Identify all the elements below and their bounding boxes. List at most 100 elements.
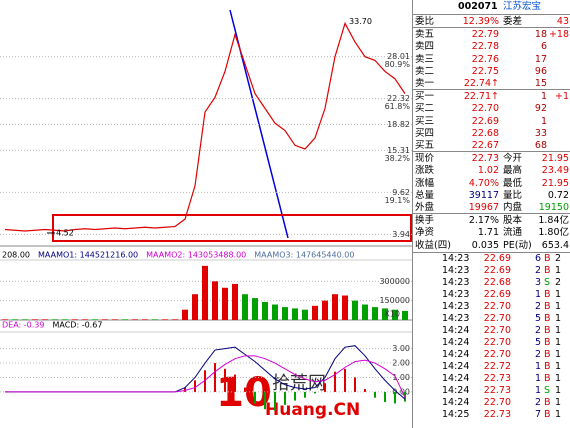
volume-bar xyxy=(2,319,8,320)
trade-cell: 2 xyxy=(534,396,541,408)
trade-cell: 5 xyxy=(534,312,541,324)
volume-bar xyxy=(32,319,38,320)
macd-bar xyxy=(314,391,316,394)
trade-cell: S xyxy=(544,384,551,396)
volume-bar xyxy=(362,304,368,320)
quote-cell: 流通 xyxy=(503,227,523,239)
quote-cell: 22.76 xyxy=(471,53,499,65)
quote-cell: 0.035 xyxy=(471,239,499,251)
trade-cell: 7 xyxy=(534,408,541,420)
trade-cell: 14:23 xyxy=(442,276,470,288)
y-tick-label: 150000 xyxy=(379,296,410,305)
trade-cell: 14:24 xyxy=(442,360,470,372)
quote-cell: 96 xyxy=(534,65,547,77)
macd-bar xyxy=(344,368,346,392)
volume-bar xyxy=(372,307,378,320)
quote-cell: 内盘 xyxy=(503,202,523,213)
quote-cell: 卖四 xyxy=(415,41,435,53)
separator xyxy=(413,251,570,253)
volume-bar xyxy=(382,308,388,320)
trade-cell: 1 xyxy=(554,288,561,300)
quote-cell: 1.71 xyxy=(477,227,499,239)
quote-cell: 股本 xyxy=(503,215,523,227)
quote-cell: 现价 xyxy=(415,153,435,165)
price-line xyxy=(4,21,406,232)
macd-bar xyxy=(324,383,326,392)
quote-cell: 22.67 xyxy=(471,140,499,151)
trade-cell: 1 xyxy=(534,372,541,384)
quote-cell: 卖五 xyxy=(415,29,435,41)
macd-bar xyxy=(214,363,216,392)
quote-cell: 22.71↑ xyxy=(463,91,499,103)
quote-cell: 1.80亿 xyxy=(538,227,569,239)
quote-cell: +1 xyxy=(554,91,569,103)
trade-cell: 1 xyxy=(554,324,561,336)
trade-cell: 1 xyxy=(554,336,561,348)
watermark-cn: 拾荒网 xyxy=(272,373,326,394)
trade-cell: 22.70 xyxy=(483,336,511,348)
trade-cell: B xyxy=(544,360,551,372)
y-tick-label: 3.00 xyxy=(392,344,410,353)
macd-bar xyxy=(294,391,296,401)
quote-cell: 68 xyxy=(534,140,547,151)
trade-cell: B xyxy=(544,348,551,360)
trade-cell: 22.68 xyxy=(483,276,511,288)
trade-cell: B xyxy=(544,408,551,420)
quote-cell: 92 xyxy=(534,103,547,115)
trade-cell: 22.70 xyxy=(483,396,511,408)
separator xyxy=(413,151,570,153)
quote-cell: 653.4 xyxy=(541,239,569,251)
quote-cell: 6 xyxy=(540,41,547,53)
macd-bar xyxy=(384,391,386,403)
volume-bar xyxy=(172,319,178,320)
volume-bar xyxy=(392,309,398,320)
trade-cell: 14:24 xyxy=(442,336,470,348)
indicator-header: MAAMO2: 143053488.00 xyxy=(146,251,246,260)
quote-cell: 外盘 xyxy=(415,202,435,213)
quote-cell: 21.95 xyxy=(541,153,569,165)
trade-cell: 14:23 xyxy=(442,264,470,276)
volume-bar xyxy=(312,305,318,320)
quote-cell: 21.95 xyxy=(541,177,569,189)
y-tick-label: 22.32 xyxy=(387,94,410,103)
y-tick-label: 15.31 xyxy=(387,146,410,155)
volume-bar xyxy=(22,319,28,320)
trade-cell: 1 xyxy=(554,408,561,420)
quote-cell: 委差 xyxy=(503,16,523,27)
volume-bar xyxy=(282,307,288,320)
indicator-header: MACD: -0.67 xyxy=(52,321,102,330)
quote-cell: 2.17% xyxy=(468,215,499,227)
trade-cell: B xyxy=(544,288,551,300)
volume-bar xyxy=(182,309,188,320)
volume-bar xyxy=(132,319,138,320)
trade-cell: 1 xyxy=(554,372,561,384)
low-label: 4.52 xyxy=(56,228,74,237)
volume-bar xyxy=(112,319,118,320)
ratio-label: 80.9% xyxy=(385,60,411,69)
volume-bar xyxy=(292,308,298,320)
indicator-header: MAAMO3: 147645440.00 xyxy=(254,251,354,260)
trade-cell: 2 xyxy=(554,252,561,264)
quote-cell: 39117 xyxy=(468,189,499,201)
indicator-header: DEA: -0.39 xyxy=(2,321,44,330)
volume-bar xyxy=(402,310,408,320)
trade-cell: 14:23 xyxy=(442,312,470,324)
volume-bar xyxy=(162,319,168,320)
macd-bar xyxy=(224,368,226,392)
volume-bar xyxy=(52,319,58,320)
volume-bar xyxy=(92,319,98,320)
trade-cell: 2 xyxy=(554,276,561,288)
volume-bar xyxy=(352,300,358,320)
trade-cell: 22.73 xyxy=(483,372,511,384)
high-label: 33.70 xyxy=(349,17,372,26)
macd-bar xyxy=(254,391,256,404)
quote-cell: 22.70 xyxy=(471,103,499,115)
macd-bar xyxy=(284,391,286,405)
macd-bar xyxy=(274,391,276,411)
highlight-box xyxy=(52,214,412,242)
y-tick-label: 9.62 xyxy=(392,188,410,197)
stock-name: 江苏宏宝 xyxy=(503,1,542,12)
macd-bar xyxy=(244,387,246,392)
trade-cell: 2 xyxy=(534,324,541,336)
quote-cell: 19150 xyxy=(538,202,569,213)
